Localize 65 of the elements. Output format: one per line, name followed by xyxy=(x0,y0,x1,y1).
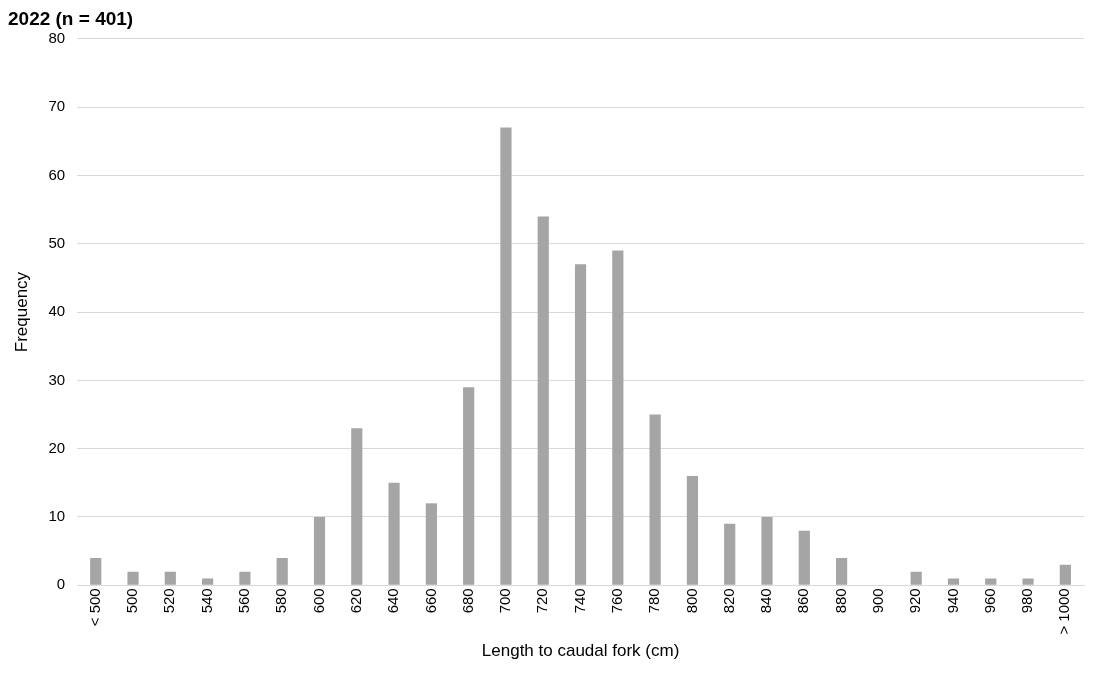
y-tick-label: 80 xyxy=(48,28,66,46)
x-tick-label: 860 xyxy=(794,588,812,614)
bar xyxy=(463,387,475,585)
x-tick-label: 780 xyxy=(645,588,663,614)
bar xyxy=(313,516,326,585)
bar xyxy=(724,523,736,585)
x-tick-label: 580 xyxy=(272,588,290,614)
y-tick-label: 20 xyxy=(48,438,66,456)
bar xyxy=(798,530,810,585)
bar xyxy=(425,503,437,585)
x-tick-label: 740 xyxy=(570,588,588,614)
bar xyxy=(351,428,363,585)
y-tick-label: 70 xyxy=(48,97,66,115)
bar xyxy=(947,578,960,585)
bar xyxy=(537,216,549,585)
x-tick-label: 920 xyxy=(906,588,924,614)
bar xyxy=(164,571,176,585)
y-tick-label: 40 xyxy=(48,302,66,320)
x-tick-label: < 500 xyxy=(85,588,103,627)
bar xyxy=(1022,578,1034,585)
x-tick-label: 800 xyxy=(682,588,700,614)
x-tick-label: 520 xyxy=(160,588,178,614)
x-tick-label: 640 xyxy=(384,588,402,614)
x-tick-label: 620 xyxy=(346,588,364,614)
x-tick-label: 720 xyxy=(533,588,551,614)
x-tick-label: 540 xyxy=(197,588,215,614)
x-tick-label: > 1000 xyxy=(1055,588,1073,635)
bar xyxy=(90,557,102,585)
bar xyxy=(985,578,997,585)
x-tick-label: 680 xyxy=(458,588,476,614)
bar xyxy=(1059,564,1071,585)
bar xyxy=(649,414,661,585)
bar xyxy=(276,557,288,585)
x-tick-label: 980 xyxy=(1018,588,1036,614)
bar xyxy=(836,557,848,585)
x-tick-label: 940 xyxy=(943,588,961,614)
y-tick-label: 10 xyxy=(48,507,66,525)
x-tick-label: 820 xyxy=(719,588,737,614)
x-axis-title: Length to caudal fork (cm) xyxy=(481,641,680,661)
bar xyxy=(239,571,251,585)
x-tick-label: 700 xyxy=(496,588,514,614)
x-tick-label: 880 xyxy=(831,588,849,614)
bar xyxy=(761,516,773,585)
bar xyxy=(910,571,922,585)
bar xyxy=(202,578,214,585)
y-axis-title: Frequency xyxy=(11,271,31,353)
y-tick-label: 50 xyxy=(48,233,66,251)
y-tick-label: 0 xyxy=(56,575,66,593)
bar xyxy=(127,571,139,585)
x-tick-label: 840 xyxy=(757,588,775,614)
x-tick-label: 660 xyxy=(421,588,439,614)
y-tick-label: 60 xyxy=(48,165,66,183)
x-tick-label: 560 xyxy=(235,588,253,614)
x-tick-label: 960 xyxy=(980,588,998,614)
bar xyxy=(574,264,587,585)
bar xyxy=(388,482,400,585)
x-tick-label: 600 xyxy=(309,588,327,614)
bar xyxy=(612,250,624,585)
bar xyxy=(500,127,512,585)
x-tick-label: 760 xyxy=(607,588,625,614)
x-tick-label: 900 xyxy=(869,588,887,614)
y-tick-label: 30 xyxy=(48,370,66,388)
chart-title: 2022 (n = 401) xyxy=(8,7,134,29)
x-tick-label: 500 xyxy=(123,588,141,614)
bar xyxy=(686,476,699,585)
